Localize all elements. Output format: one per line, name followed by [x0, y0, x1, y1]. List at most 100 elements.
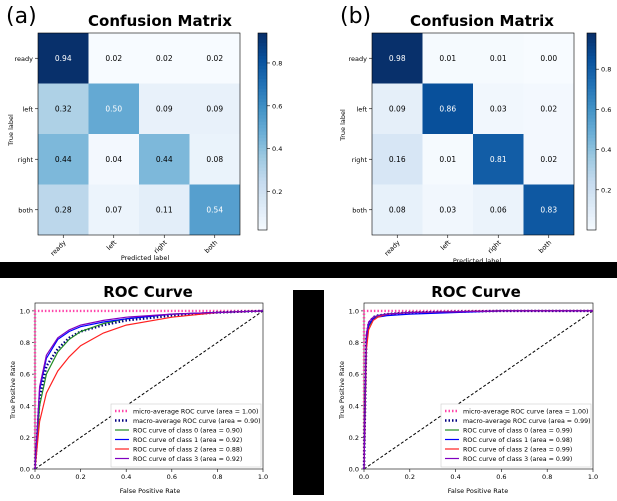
colorbar-frame: [257, 32, 268, 231]
colorbar-segment: [258, 144, 267, 149]
roc-y-tick-label: 0.4: [20, 402, 30, 410]
colorbar-segment: [587, 141, 596, 146]
colorbar-segment: [587, 190, 596, 195]
cm-cell: [422, 33, 473, 84]
colorbar-segment: [258, 174, 267, 178]
colorbar-tick-label: 0.4: [272, 145, 282, 153]
cm-cell-value: 0.09: [206, 104, 223, 113]
roc-diagonal: [34, 310, 264, 470]
cm-cell-value: 0.09: [389, 104, 406, 113]
cm-b-y-ticks: ready left right both: [349, 55, 372, 214]
panel-letter-a: (a): [6, 4, 37, 29]
colorbar-tick-label: 0.8: [272, 59, 282, 67]
cm-cell: [422, 134, 473, 185]
colorbar-segment: [258, 213, 267, 218]
colorbar-segment: [258, 170, 267, 175]
cm-cell-value: 0.54: [206, 205, 223, 214]
cm-cell: [189, 83, 240, 134]
roc-x-tick-label: 0.2: [75, 473, 85, 481]
confusion-matrix-a: Confusion Matrix 0.94 0.02 0.02 0.02 0.32 0.5…: [7, 4, 282, 262]
cm-cell-value: 0.02: [540, 155, 557, 164]
colorbar-segment: [587, 69, 596, 73]
cm-cell: [372, 184, 423, 235]
colorbar-segment: [587, 161, 596, 165]
colorbar-segment: [258, 85, 267, 90]
colorbar-segment: [587, 154, 596, 159]
cm-y-tick-label: left: [356, 105, 367, 113]
colorbar-segment: [587, 85, 596, 90]
colorbar-segment: [258, 65, 267, 70]
colorbar-segment: [587, 197, 596, 201]
colorbar-segment: [258, 131, 267, 136]
cm-cell: [523, 184, 574, 235]
colorbar-segment: [258, 223, 267, 228]
colorbar-segment: [258, 101, 267, 106]
colorbar-segment: [258, 105, 267, 110]
cm-cell-value: 0.01: [490, 54, 507, 63]
colorbar-segment: [587, 55, 596, 60]
cm-x-tick-label: right: [152, 238, 169, 255]
colorbar-segment: [258, 121, 267, 126]
colorbar-segment: [258, 115, 267, 119]
colorbar-segment: [587, 115, 596, 119]
colorbar-segment: [258, 151, 267, 155]
roc-legend-label: ROC curve of class 2 (area = 0.88): [133, 446, 242, 453]
roc-series-line: [34, 310, 264, 470]
colorbar-segment: [587, 128, 596, 132]
colorbar-segment: [258, 98, 267, 103]
colorbar-tick-label: 0.2: [272, 188, 282, 196]
roc-x-tick-label: 0.4: [450, 473, 460, 481]
roc-x-tick-label: 0.6: [496, 473, 506, 481]
roc-x-tick-label: 1.0: [258, 473, 268, 481]
colorbar-segment: [258, 95, 267, 100]
cm-cell: [139, 134, 190, 185]
roc-x-tick-label: 0.0: [359, 473, 369, 481]
colorbar-segment: [587, 200, 596, 205]
cm-x-tick-label: right: [486, 238, 503, 255]
roc-y-tick-label: 1.0: [20, 307, 30, 315]
colorbar-segment: [258, 184, 267, 188]
colorbar-segment: [587, 147, 596, 152]
roc-y-tick-label: 0.4: [349, 402, 359, 410]
colorbar-segment: [587, 108, 596, 113]
roc-diagonal: [363, 310, 594, 470]
cm-y-tick-label: ready: [15, 55, 34, 63]
colorbar-segment: [258, 124, 267, 129]
cm-a-y-ticks: ready left right both: [15, 55, 38, 214]
cm-cell: [88, 184, 139, 235]
roc-chart-a: ROC Curve 0.0 0.2 0.4 0.6 0.8 1.0 0.0 0.2 0.4 0.6…: [9, 283, 268, 495]
cm-b-ylabel: True label: [339, 109, 347, 142]
colorbar-segment: [258, 42, 267, 47]
colorbar-segment: [587, 49, 596, 54]
colorbar-segment: [258, 203, 267, 208]
colorbar-tick-label: 0.2: [601, 186, 611, 194]
cm-b-x-ticks: ready left right both: [383, 235, 553, 257]
colorbar-segment: [587, 98, 596, 103]
colorbar-segment: [258, 147, 267, 152]
roc-legend-label: macro-average ROC curve (area = 0.90): [133, 418, 261, 425]
colorbar-segment: [587, 75, 596, 80]
cm-cell: [473, 83, 524, 134]
cm-cell-value: 0.03: [439, 205, 456, 214]
cm-cell: [372, 134, 423, 185]
cm-cell: [523, 33, 574, 84]
roc-a-ylabel: True Positive Rate: [9, 361, 17, 420]
roc-legend-label: ROC curve of class 0 (area = 0.90): [133, 427, 242, 434]
colorbar-segment: [587, 82, 596, 87]
cm-cell: [88, 83, 139, 134]
colorbar-segment: [258, 200, 267, 205]
colorbar-segment: [587, 180, 596, 185]
cm-frame: [371, 32, 575, 236]
roc-x-tick-label: 1.0: [588, 473, 598, 481]
cm-a-title-box: [60, 4, 260, 30]
colorbar-segment: [587, 101, 596, 106]
colorbar-tick-label: 0.8: [601, 66, 611, 74]
colorbar-segment: [258, 82, 267, 87]
colorbar-segment: [587, 187, 596, 192]
colorbar-segment: [258, 220, 267, 224]
cm-x-tick-label: left: [439, 238, 452, 251]
cm-cell-value: 0.32: [55, 104, 72, 113]
cm-cell-value: 0.02: [540, 104, 557, 113]
cm-a-xlabel: Predicted label: [121, 254, 169, 262]
